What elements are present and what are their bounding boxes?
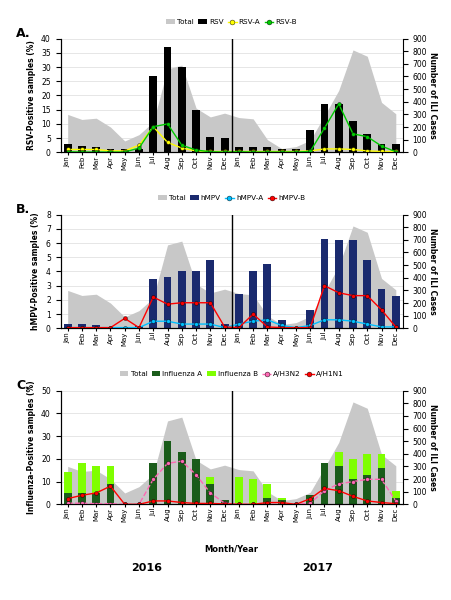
- Bar: [391, 296, 399, 328]
- Bar: [178, 67, 185, 152]
- Legend: Total, hMPV, hMPV-A, hMPV-B: Total, hMPV, hMPV-A, hMPV-B: [157, 196, 305, 202]
- Bar: [377, 289, 385, 328]
- Bar: [348, 479, 356, 505]
- Bar: [377, 468, 385, 505]
- Bar: [106, 149, 114, 152]
- Bar: [277, 500, 285, 505]
- Bar: [249, 146, 257, 152]
- Text: C.: C.: [16, 379, 30, 392]
- Bar: [363, 475, 370, 505]
- Bar: [163, 277, 171, 328]
- Bar: [220, 138, 228, 152]
- Bar: [320, 239, 328, 328]
- Bar: [78, 146, 86, 152]
- Bar: [391, 497, 399, 505]
- Bar: [263, 265, 271, 328]
- Bar: [64, 493, 71, 505]
- Bar: [363, 454, 370, 475]
- Bar: [106, 327, 114, 328]
- Bar: [206, 260, 214, 328]
- Bar: [235, 294, 242, 328]
- Bar: [263, 484, 271, 497]
- Bar: [106, 484, 114, 505]
- Bar: [92, 325, 100, 328]
- Bar: [291, 327, 299, 328]
- Bar: [220, 324, 228, 328]
- Bar: [306, 310, 313, 328]
- Bar: [377, 454, 385, 468]
- Bar: [320, 104, 328, 152]
- Bar: [192, 110, 199, 152]
- Legend: Total, Influenza A, Influenza B, A/H3N2, A/H1N1: Total, Influenza A, Influenza B, A/H3N2,…: [120, 371, 343, 377]
- Bar: [306, 130, 313, 152]
- Bar: [163, 47, 171, 152]
- Bar: [135, 326, 143, 328]
- Bar: [348, 240, 356, 328]
- Bar: [149, 463, 157, 505]
- Bar: [235, 146, 242, 152]
- Bar: [263, 497, 271, 505]
- X-axis label: Month/Year: Month/Year: [204, 544, 258, 553]
- Bar: [348, 121, 356, 152]
- Bar: [334, 452, 342, 466]
- Bar: [178, 271, 185, 328]
- Text: 2016: 2016: [130, 563, 161, 574]
- Bar: [120, 149, 129, 152]
- Text: B.: B.: [16, 203, 30, 216]
- Bar: [306, 495, 313, 505]
- Bar: [106, 466, 114, 484]
- Bar: [277, 149, 285, 152]
- Bar: [135, 149, 143, 152]
- Bar: [92, 493, 100, 505]
- Bar: [192, 271, 199, 328]
- Bar: [277, 320, 285, 328]
- Bar: [206, 484, 214, 505]
- Bar: [64, 472, 71, 493]
- Bar: [334, 104, 342, 152]
- Bar: [291, 149, 299, 152]
- Bar: [78, 324, 86, 328]
- Bar: [363, 134, 370, 152]
- Bar: [92, 146, 100, 152]
- Text: 2017: 2017: [301, 563, 332, 574]
- Bar: [64, 144, 71, 152]
- Bar: [178, 452, 185, 505]
- Text: A.: A.: [16, 27, 31, 40]
- Bar: [206, 137, 214, 152]
- Bar: [220, 500, 228, 505]
- Legend: Total, RSV, RSV-A, RSV-B: Total, RSV, RSV-A, RSV-B: [166, 19, 297, 25]
- Y-axis label: Number of ILI Cases: Number of ILI Cases: [427, 228, 436, 315]
- Bar: [277, 497, 285, 500]
- Bar: [263, 146, 271, 152]
- Bar: [149, 278, 157, 328]
- Y-axis label: Number of ILI Cases: Number of ILI Cases: [427, 404, 436, 491]
- Bar: [92, 466, 100, 493]
- Bar: [391, 144, 399, 152]
- Bar: [235, 477, 242, 505]
- Bar: [334, 240, 342, 328]
- Bar: [334, 466, 342, 505]
- Bar: [249, 271, 257, 328]
- Bar: [78, 463, 86, 493]
- Bar: [192, 459, 199, 505]
- Bar: [120, 327, 129, 328]
- Bar: [377, 144, 385, 152]
- Bar: [149, 76, 157, 152]
- Y-axis label: RSV-Positive samples (%): RSV-Positive samples (%): [27, 41, 36, 151]
- Bar: [163, 440, 171, 505]
- Bar: [348, 459, 356, 479]
- Bar: [78, 493, 86, 505]
- Bar: [206, 477, 214, 484]
- Bar: [363, 260, 370, 328]
- Bar: [320, 463, 328, 505]
- Bar: [249, 479, 257, 505]
- Y-axis label: Number of ILI Cases: Number of ILI Cases: [427, 52, 436, 139]
- Y-axis label: hMPV-Positive samples (%): hMPV-Positive samples (%): [31, 212, 40, 330]
- Bar: [391, 491, 399, 497]
- Bar: [64, 324, 71, 328]
- Y-axis label: Influenza-Positive samples (%): Influenza-Positive samples (%): [27, 380, 36, 514]
